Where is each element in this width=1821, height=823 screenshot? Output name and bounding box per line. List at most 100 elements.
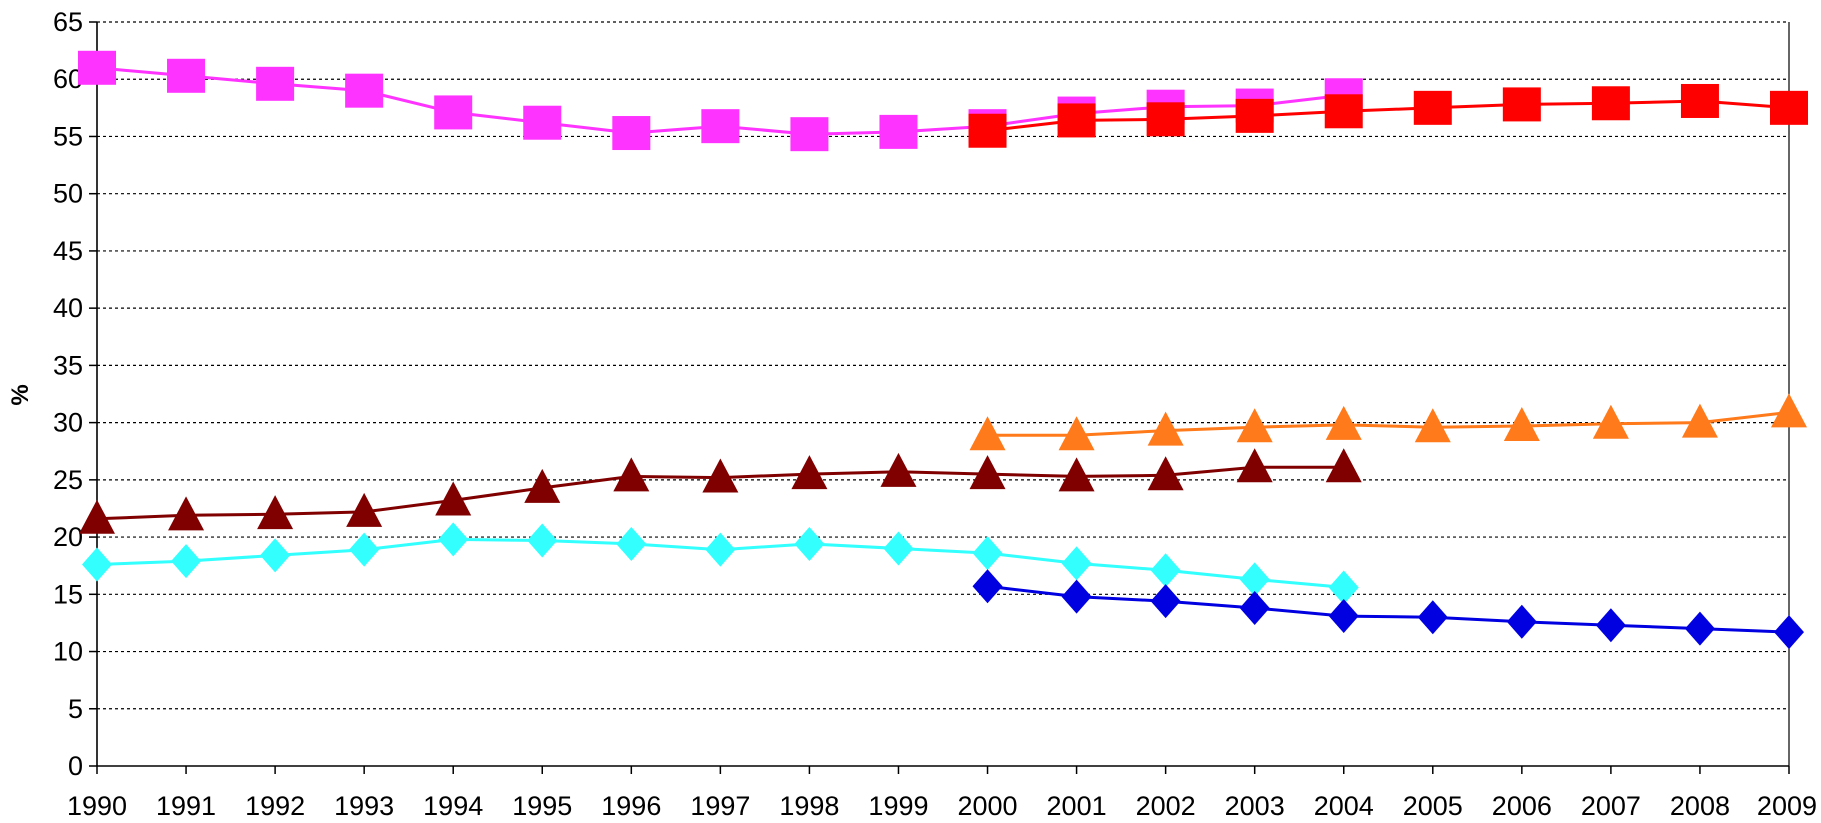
data-point	[616, 526, 647, 561]
data-point	[1239, 591, 1270, 626]
y-tick-label: 55	[53, 121, 83, 151]
data-point	[1503, 407, 1540, 442]
x-tick-label: 1993	[334, 791, 394, 821]
data-point	[257, 495, 294, 530]
y-tick-label: 65	[53, 7, 83, 37]
data-point	[1591, 86, 1630, 121]
gridlines	[97, 21, 1789, 710]
x-tick-label: 1990	[67, 791, 127, 821]
y-tick-label: 50	[53, 179, 83, 209]
data-point	[612, 116, 651, 151]
data-point	[1771, 393, 1807, 428]
y-tick-label: 15	[53, 579, 83, 609]
x-tick-label: 1994	[423, 791, 483, 821]
x-tick-label: 1996	[601, 791, 661, 821]
x-tick-label: 2000	[957, 791, 1017, 821]
series-line	[987, 410, 1790, 437]
series-line	[987, 584, 1790, 634]
data-point	[434, 95, 473, 130]
series-6	[972, 569, 1804, 650]
x-tick-label: 1999	[868, 791, 928, 821]
x-tick-label: 2009	[1757, 791, 1817, 821]
data-point	[1061, 579, 1092, 614]
data-point	[969, 455, 1006, 490]
y-tick-label: 60	[53, 64, 83, 94]
x-tick-label: 1992	[245, 791, 305, 821]
data-point	[972, 569, 1003, 604]
x-tick-label: 2005	[1403, 791, 1463, 821]
data-point	[1236, 408, 1273, 443]
data-point	[1150, 584, 1181, 619]
data-point	[256, 66, 295, 101]
data-point	[972, 536, 1003, 571]
data-point	[78, 50, 116, 85]
x-tick-label: 2007	[1581, 791, 1641, 821]
data-point	[705, 532, 736, 567]
data-point	[701, 109, 740, 144]
data-point	[1325, 448, 1362, 483]
data-point	[1684, 611, 1715, 646]
x-tick-label: 1997	[690, 791, 750, 821]
data-point	[1681, 403, 1718, 438]
y-tick-label: 5	[68, 694, 83, 724]
data-point	[527, 523, 558, 558]
data-point	[613, 457, 650, 492]
data-point	[968, 113, 1007, 148]
data-point	[1058, 416, 1095, 451]
y-tick-label: 25	[53, 465, 83, 495]
data-point	[1595, 608, 1626, 643]
data-point	[1235, 98, 1274, 133]
data-point	[1417, 600, 1448, 635]
data-point	[1150, 553, 1181, 588]
data-point	[702, 458, 739, 493]
data-point	[1413, 90, 1452, 125]
data-point	[790, 117, 829, 152]
x-tick-label: 2003	[1225, 791, 1285, 821]
data-point	[349, 532, 380, 567]
series-3	[969, 393, 1807, 451]
data-point	[880, 452, 917, 487]
series-4	[79, 448, 1362, 534]
x-tick-label: 2001	[1047, 791, 1107, 821]
data-point	[168, 496, 205, 531]
data-point	[969, 416, 1006, 451]
y-tick-label: 20	[53, 522, 83, 552]
data-point	[879, 114, 918, 149]
data-point	[1239, 562, 1270, 597]
data-point	[1774, 615, 1804, 650]
y-tick-label: 40	[53, 293, 83, 323]
axes	[89, 21, 1790, 774]
y-tick-labels: 0 5 10 15 20 25 30 35 40 45 50 55 60 65	[53, 7, 83, 781]
data-point	[1057, 103, 1096, 138]
data-point	[524, 468, 561, 503]
data-point	[79, 499, 115, 534]
data-point	[1236, 448, 1273, 483]
data-point	[1328, 570, 1359, 605]
data-point	[171, 544, 202, 579]
data-point	[345, 73, 384, 108]
data-point	[1061, 546, 1092, 581]
y-tick-label: 0	[68, 751, 83, 781]
data-point	[1506, 604, 1537, 639]
x-tick-label: 2008	[1670, 791, 1730, 821]
y-tick-label: 45	[53, 236, 83, 266]
data-point	[1328, 599, 1359, 634]
x-tick-label: 1991	[156, 791, 216, 821]
data-point	[1770, 90, 1808, 125]
data-point	[1592, 404, 1629, 439]
y-tick-label: 35	[53, 350, 83, 380]
data-point	[1146, 102, 1185, 137]
series-group	[78, 50, 1808, 650]
series-2	[968, 83, 1808, 148]
data-point	[1414, 408, 1451, 443]
data-point	[82, 547, 112, 582]
data-point	[1680, 83, 1719, 118]
data-point	[346, 492, 383, 527]
data-point	[791, 455, 828, 490]
y-tick-label: 30	[53, 408, 83, 438]
data-point	[883, 531, 914, 566]
data-point	[1502, 87, 1541, 122]
data-point	[438, 522, 469, 557]
